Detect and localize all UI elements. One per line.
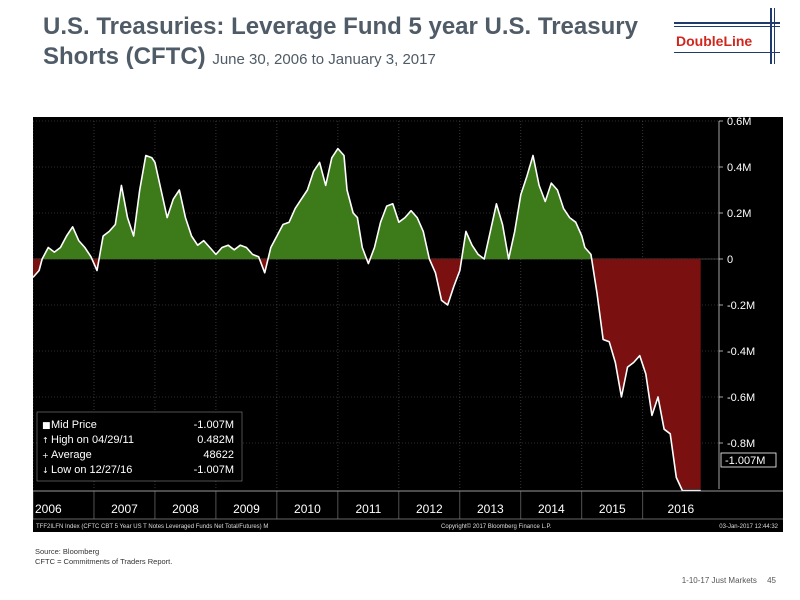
cftc-definition: CFTC = Commitments of Traders Report. [35,557,173,566]
source-line: Source: Bloomberg [35,547,100,556]
x-tick-label: 2015 [599,502,626,516]
logo-rule-top-thin [674,26,780,27]
page-subtitle: June 30, 2006 to January 3, 2017 [212,51,436,68]
slide-footer: 1-10-17 Just Markets 45 [674,576,776,585]
y-tick-label: 0 [727,254,733,266]
area-layer [33,148,701,489]
page-number: 45 [767,576,776,585]
bloomberg-chart: 0.6M 0.4M 0.2M 0 -0.2M -0.4M -0.6M -0.8M 2006 20… [32,116,783,532]
logo-rule-bottom [674,52,780,53]
logo-text: DoubleLine [676,33,753,49]
legend: ■ Mid Price -1.007M ↑ High on 04/29/11 0.482M… [36,411,243,482]
x-axis: 2006 2007 2008 2009 2010 2011 2012 2013 2014 2015… [32,490,783,521]
x-axis-band [33,491,783,521]
logo-rule-vertical [770,8,772,64]
x-tick-label: 2013 [477,502,504,516]
x-tick-label: 2016 [668,502,695,516]
last-value-box [720,452,777,468]
x-tick-label: 2014 [538,502,565,516]
last-value-label: -1.007M [725,455,765,467]
y-tick-label: 0.6M [727,117,751,128]
line-layer [32,147,701,492]
legend-value: -1.007M [194,464,234,476]
last-value-tag: -1.007M [720,452,777,468]
up-arrow-icon: ↑ [42,436,49,445]
timestamp-text: 03-Jan-2017 12:44:32 [719,524,778,530]
series-line-mid-price [32,147,701,492]
page-title: U.S. Treasuries: Leverage Fund 5 year U.… [43,12,643,75]
footer-text: 1-10-17 Just Markets [681,576,757,585]
square-icon: ■ [42,421,51,431]
y-axis: 0.6M 0.4M 0.2M 0 -0.2M -0.4M -0.6M -0.8M [718,116,755,489]
source-notes: Source: Bloomberg CFTC = Commitments of … [35,547,172,567]
legend-label: Mid Price [51,419,97,431]
title-text: U.S. Treasuries: Leverage Fund 5 year U.… [43,13,638,70]
x-tick-label: 2011 [355,502,381,516]
down-arrow-icon: ↓ [42,466,49,475]
y-tick-label: -0.6M [727,392,755,404]
y-tick-label: 0.2M [727,208,751,220]
x-tick-label: 2009 [233,502,260,516]
legend-box [36,411,243,482]
legend-value: 48622 [203,449,234,461]
y-tick-label: 0.4M [727,162,751,174]
legend-label: Average [51,449,92,461]
copyright-text: Copyright© 2017 Bloomberg Finance L.P. [441,523,552,530]
x-tick-label: 2007 [111,502,138,516]
x-tick-label: 2008 [172,502,199,516]
legend-label: Low on 12/27/16 [51,464,132,476]
logo-rule-vertical-thin [774,8,775,64]
bottom-info-bar: TFF2ILFN Index (CFTC CBT 5 Year US T Not… [36,523,779,530]
chart-svg: 0.6M0.4M0.2M0-0.2M-0.4M-0.6M-0.8M 2006 20… [32,116,783,532]
negative-area [33,259,701,489]
logo-rule-top [674,22,780,24]
y-tick-label: -0.2M [727,300,755,312]
legend-label: High on 04/29/11 [51,434,134,446]
index-description: TFF2ILFN Index (CFTC CBT 5 Year US T Not… [36,524,268,530]
doubleline-logo: DoubleLine [660,8,780,64]
x-tick-label: 2006 [35,502,62,516]
x-tick-label: 2012 [416,502,443,516]
positive-area [33,148,701,259]
y-tick-label: -0.8M [727,438,755,450]
plus-icon: + [42,451,49,460]
legend-value: 0.482M [197,434,234,446]
legend-value: -1.007M [194,419,234,431]
x-tick-label: 2010 [294,502,321,516]
y-tick-label: -0.4M [727,346,755,358]
legend-rows: ■ Mid Price -1.007M ↑ High on 04/29/11 0.482M… [42,419,234,476]
